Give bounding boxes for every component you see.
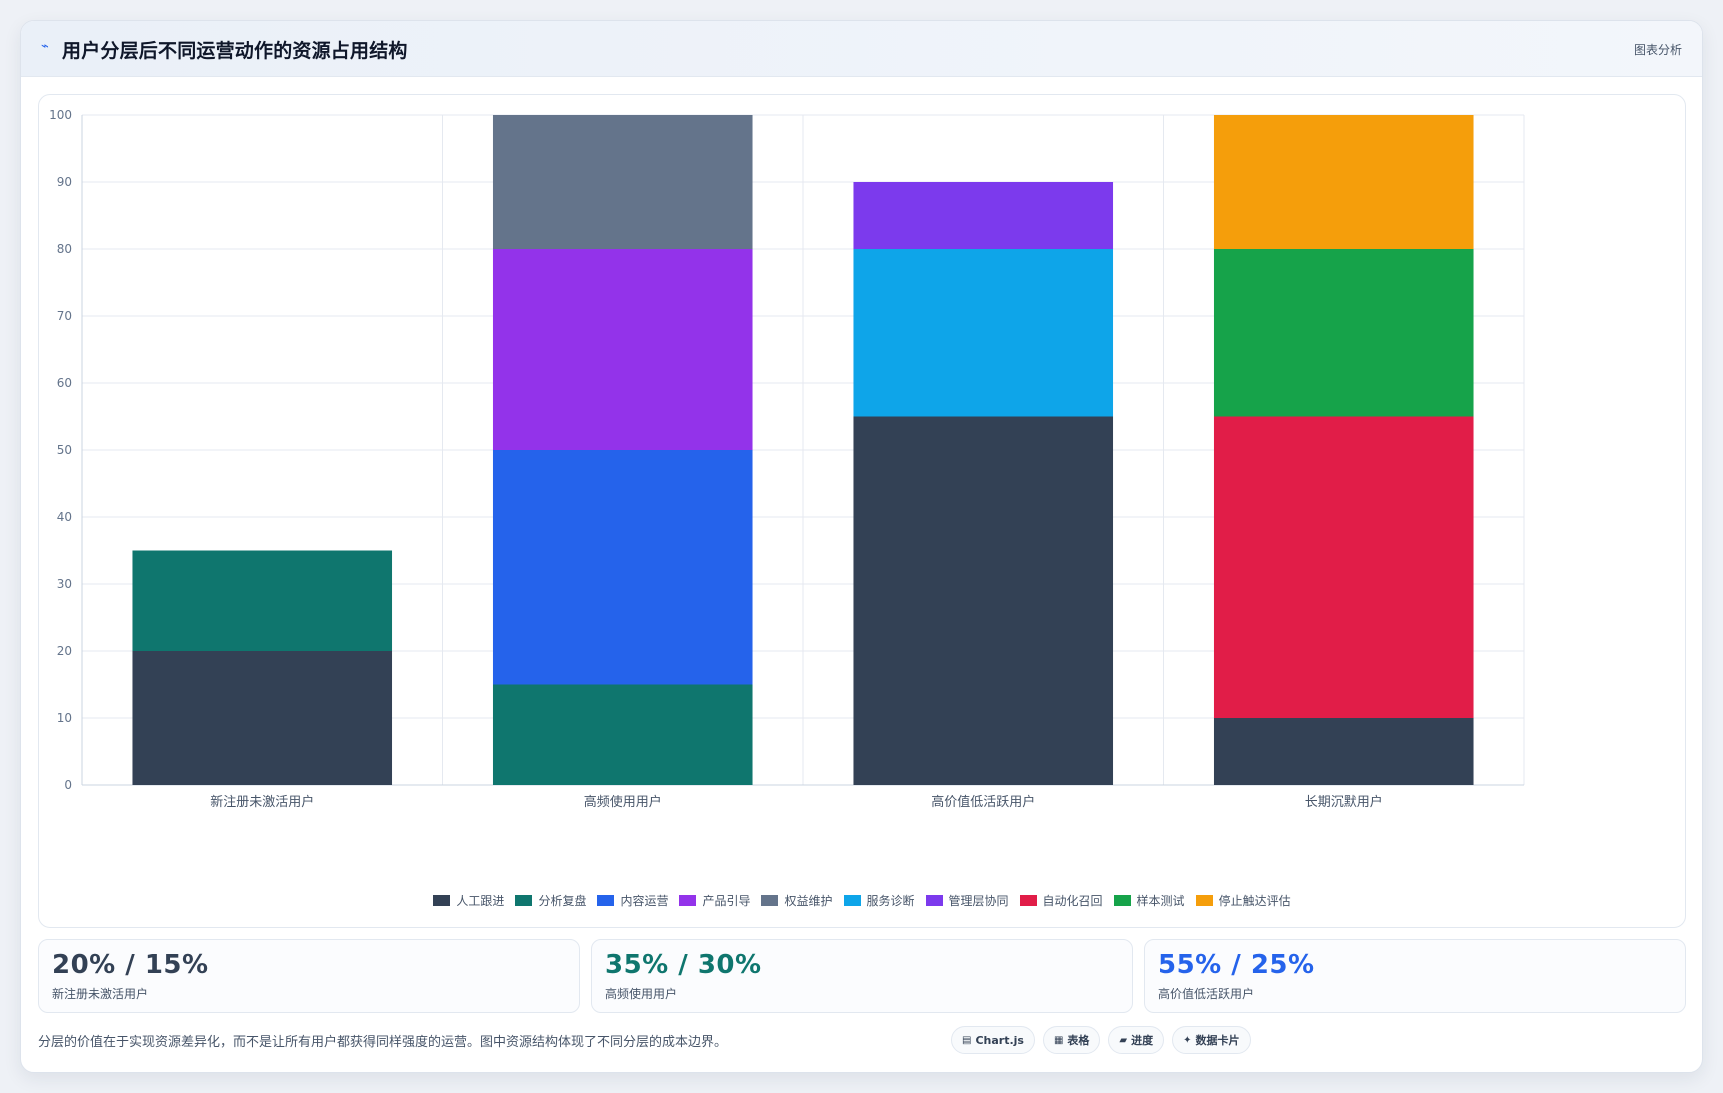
legend-label: 权益维护 <box>784 893 833 908</box>
legend-label: 产品引导 <box>702 893 751 908</box>
stat-card: 55% / 25% 高价值低活跃用户 <box>1144 939 1686 1013</box>
chart-card: ⌁ 用户分层后不同运营动作的资源占用结构 图表分析 0 10 20 30 40 50 60 7… <box>20 20 1703 1073</box>
progress-icon: ▰ <box>1119 1034 1128 1046</box>
legend-item[interactable]: 分析复盘 <box>515 892 586 909</box>
legend-label: 分析复盘 <box>538 893 587 908</box>
bar-segment <box>132 651 393 785</box>
legend-item[interactable]: 权益维护 <box>761 892 833 909</box>
legend-label: 自动化召回 <box>1042 893 1103 908</box>
bar-segment <box>492 249 753 450</box>
y-tick-label: 20 <box>57 644 72 658</box>
legend-swatch <box>679 894 697 906</box>
bar-segment <box>853 249 1114 417</box>
y-tick-label: 0 <box>64 778 72 792</box>
y-tick-label: 30 <box>57 577 72 591</box>
legend-label: 内容运营 <box>620 893 669 908</box>
legend-swatch <box>433 894 451 906</box>
stat-label: 高价值低活跃用户 <box>1158 987 1255 1001</box>
legend-swatch <box>761 894 779 906</box>
bar-segment <box>492 684 753 785</box>
stat-cards: 20% / 15% 新注册未激活用户 35% / 30% 高频使用用户 55% / 25… <box>38 939 1686 1013</box>
legend-swatch <box>1019 894 1037 906</box>
chart-legend: 人工跟进 分析复盘 内容运营 产品引导 权益维护 服务诊断 管理层协同 自动化召回 样本测试 停止… <box>39 891 1685 909</box>
bar-segment <box>492 115 753 249</box>
stat-card: 20% / 15% 新注册未激活用户 <box>38 939 580 1013</box>
stacked-bar-chart: 0 10 20 30 40 50 60 70 80 90 100 新注册未激活用户 高频使用用户 高价值低… <box>49 108 1525 810</box>
badge-label: 数据卡片 <box>1195 1034 1240 1047</box>
legend-item[interactable]: 停止触达评估 <box>1195 892 1291 909</box>
footer-note: 分层的价值在于实现资源差异化，而不是让所有用户都获得同样强度的运营。图中资源结构… <box>38 1035 728 1050</box>
legend-item[interactable]: 内容运营 <box>597 892 668 909</box>
bar-segment <box>1213 416 1474 718</box>
legend-swatch <box>597 894 615 906</box>
feature-badges: ▤ Chart.js ▦ 表格 ▰ 进度 ✦ 数据卡片 <box>951 1026 1251 1054</box>
x-category-label: 长期沉默用户 <box>1305 794 1383 810</box>
stat-value: 55% / 25% <box>1158 950 1315 980</box>
legend-item[interactable]: 产品引导 <box>679 892 750 909</box>
legend-label: 管理层协同 <box>948 893 1009 908</box>
table-icon: ▦ <box>1053 1034 1064 1046</box>
bar-segment <box>492 450 753 685</box>
y-tick-label: 40 <box>57 510 72 524</box>
x-category-label: 高频使用用户 <box>584 794 662 810</box>
legend-label: 人工跟进 <box>456 893 505 908</box>
badge-label: Chart.js <box>975 1033 1024 1047</box>
bar-segment <box>1213 249 1474 417</box>
chart-container: 0 10 20 30 40 50 60 70 80 90 100 新注册未激活用户 高频使用用户 高价值低… <box>38 94 1686 928</box>
bar-segment <box>132 550 393 651</box>
legend-swatch <box>843 894 861 906</box>
bar-segment <box>1213 115 1474 249</box>
y-tick-label: 70 <box>57 309 72 323</box>
feature-badge[interactable]: ▦ 表格 <box>1042 1026 1101 1054</box>
legend-swatch <box>515 894 533 906</box>
legend-label: 停止触达评估 <box>1218 893 1291 908</box>
legend-item[interactable]: 人工跟进 <box>433 892 504 909</box>
y-tick-label: 80 <box>57 242 72 256</box>
badge-label: 进度 <box>1131 1034 1154 1047</box>
badge-label: 表格 <box>1067 1034 1090 1047</box>
bar-segment <box>1213 718 1474 785</box>
y-tick-label: 60 <box>57 376 72 390</box>
legend-swatch <box>1195 894 1213 906</box>
stat-card: 35% / 30% 高频使用用户 <box>591 939 1133 1013</box>
chart-analysis-label: 图表分析 <box>1633 43 1682 57</box>
stat-label: 新注册未激活用户 <box>52 987 149 1001</box>
legend-label: 样本测试 <box>1136 893 1185 908</box>
y-tick-label: 50 <box>57 443 72 457</box>
legend-label: 服务诊断 <box>866 893 915 908</box>
card-header: ⌁ 用户分层后不同运营动作的资源占用结构 图表分析 <box>21 21 1702 77</box>
stat-value: 35% / 30% <box>605 950 762 980</box>
page-title: 用户分层后不同运营动作的资源占用结构 <box>62 40 408 62</box>
y-tick-label: 10 <box>57 711 72 725</box>
y-tick-label: 90 <box>57 175 72 189</box>
chart-icon: ▤ <box>962 1034 972 1046</box>
x-category-label: 新注册未激活用户 <box>210 794 314 810</box>
data-card-icon: ✦ <box>1183 1034 1192 1046</box>
stat-value: 20% / 15% <box>52 950 209 980</box>
bar-segment <box>853 182 1114 249</box>
feature-badge[interactable]: ▰ 进度 <box>1108 1026 1165 1054</box>
legend-item[interactable]: 管理层协同 <box>925 892 1009 909</box>
feature-badge[interactable]: ▤ Chart.js <box>951 1026 1035 1054</box>
legend-item[interactable]: 样本测试 <box>1113 892 1185 909</box>
bar-segment <box>853 416 1114 785</box>
stat-label: 高频使用用户 <box>605 987 678 1001</box>
legend-item[interactable]: 服务诊断 <box>843 892 915 909</box>
feature-badge[interactable]: ✦ 数据卡片 <box>1172 1026 1251 1054</box>
x-category-label: 高价值低活跃用户 <box>931 794 1035 810</box>
legend-swatch <box>1113 894 1131 906</box>
y-tick-label: 100 <box>49 108 72 122</box>
legend-swatch <box>925 894 943 906</box>
trend-icon: ⌁ <box>41 39 49 54</box>
legend-item[interactable]: 自动化召回 <box>1019 892 1103 909</box>
